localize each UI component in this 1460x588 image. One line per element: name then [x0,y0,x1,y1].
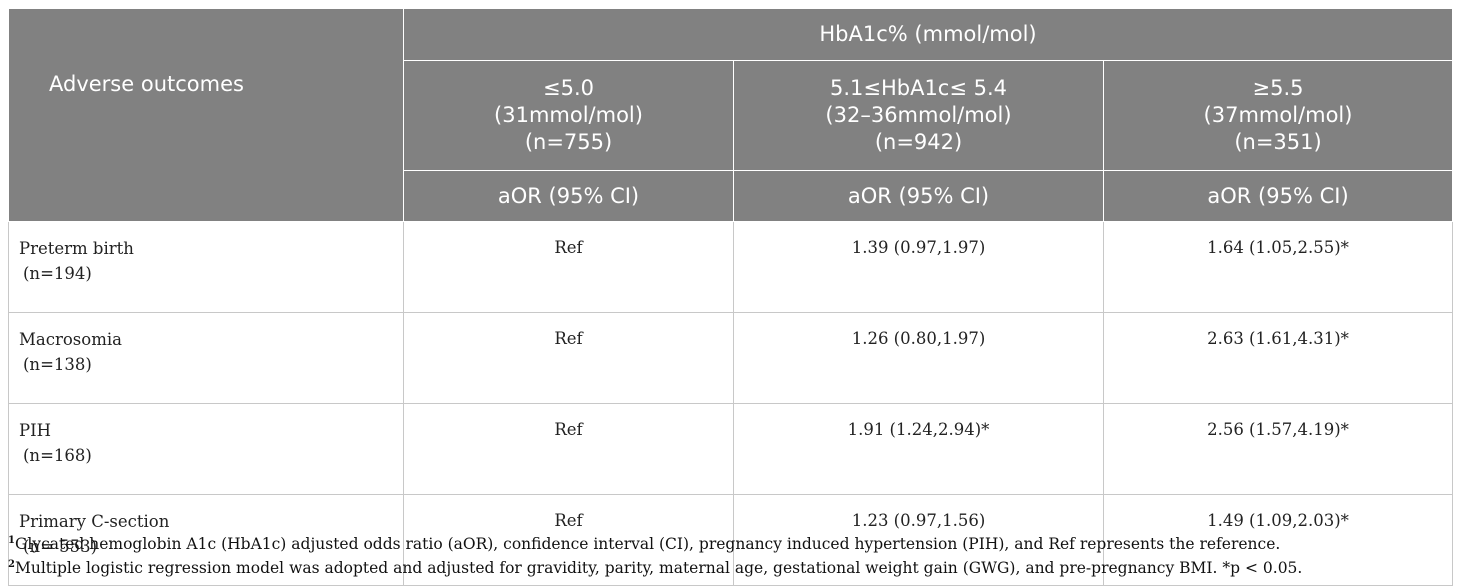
column-header-mid: 5.1≤HbA1c≤ 5.4 (32–36mmol/mol) (n=942) [733,60,1104,171]
column-mmol: (31mmol/mol) [494,103,643,127]
column-header-low: ≤5.0 (31mmol/mol) (n=755) [403,60,734,171]
stat-header-high: aOR (95% CI) [1102,170,1454,222]
stat-header-low: aOR (95% CI) [403,170,734,222]
outcome-name: Primary C-section [19,512,170,531]
table-row: PIH (n=168) Ref 1.91 (1.24,2.94)* 2.56 (… [8,403,1454,495]
column-range: ≤5.0 [543,76,594,100]
column-n: (n=942) [874,130,963,154]
outcome-n: (n= 553) [23,537,98,556]
footnote-text: Multiple logistic regression model was a… [14,559,1303,577]
outcome-cell: PIH (n=168) [8,403,404,495]
header-row-ranges: ≤5.0 (31mmol/mol) (n=755) 5.1≤HbA1c≤ 5.4… [9,60,1454,171]
value-cell: 1.39 (0.97,1.97) [733,221,1104,313]
outcome-name: PIH [19,421,52,440]
footnote-1: 1Glycated hemoglobin A1c (HbA1c) adjuste… [8,532,1452,556]
footnote-2: 2Multiple logistic regression model was … [8,556,1452,580]
stat-header-mid: aOR (95% CI) [733,170,1104,222]
header-row-stat: aOR (95% CI) aOR (95% CI) aOR (95% CI) [9,170,1454,222]
table-row: Primary C-section (n= 553) Ref 1.23 (0.9… [8,494,1454,586]
hba1c-group-header: HbA1c% (mmol/mol) [402,8,1454,61]
value-cell: Ref [403,221,734,313]
value-cell: 1.23 (0.97,1.56) [733,494,1104,586]
outcome-name: Preterm birth [19,239,134,258]
value-cell: 1.49 (1.09,2.03)* [1102,494,1454,586]
value-cell: 1.91 (1.24,2.94)* [733,403,1104,495]
outcome-name: Macrosomia [19,330,122,349]
footnote-mark: 1 [8,535,15,546]
column-mmol: (32–36mmol/mol) [825,103,1012,127]
results-table: Adverse outcomes HbA1c% (mmol/mol) ≤5.0 … [8,8,1454,586]
column-range: ≥5.5 [1252,76,1304,100]
outcome-n: (n=194) [23,264,92,283]
footnote-text: Glycated hemoglobin A1c (HbA1c) adjusted… [14,535,1281,553]
value-cell: 1.26 (0.80,1.97) [733,312,1104,404]
footnote-mark: 2 [8,559,15,570]
value-cell: Ref [403,403,734,495]
outcome-n: (n=168) [23,446,92,465]
column-n: (n=351) [1234,130,1322,154]
outcome-header-label: Adverse outcomes [49,72,244,96]
outcome-cell: Primary C-section (n= 553) [8,494,404,586]
value-cell: Ref [403,312,734,404]
value-cell: 2.63 (1.61,4.31)* [1102,312,1454,404]
value-cell: 2.56 (1.57,4.19)* [1102,403,1454,495]
outcome-column-header: Adverse outcomes [8,8,404,222]
column-mmol: (37mmol/mol) [1203,103,1353,127]
column-n: (n=755) [524,130,613,154]
header-row-group: Adverse outcomes HbA1c% (mmol/mol) [8,8,1454,222]
table-footnotes: 1Glycated hemoglobin A1c (HbA1c) adjuste… [8,532,1452,580]
table-row: Macrosomia (n=138) Ref 1.26 (0.80,1.97) … [8,312,1454,404]
column-range: 5.1≤HbA1c≤ 5.4 [829,76,1008,100]
table-row: Preterm birth (n=194) Ref 1.39 (0.97,1.9… [8,221,1454,313]
value-cell: Ref [403,494,734,586]
outcome-n: (n=138) [23,355,92,374]
outcome-cell: Macrosomia (n=138) [8,312,404,404]
outcome-cell: Preterm birth (n=194) [8,221,404,313]
value-cell: 1.64 (1.05,2.55)* [1102,221,1454,313]
column-header-high: ≥5.5 (37mmol/mol) (n=351) [1102,60,1454,171]
